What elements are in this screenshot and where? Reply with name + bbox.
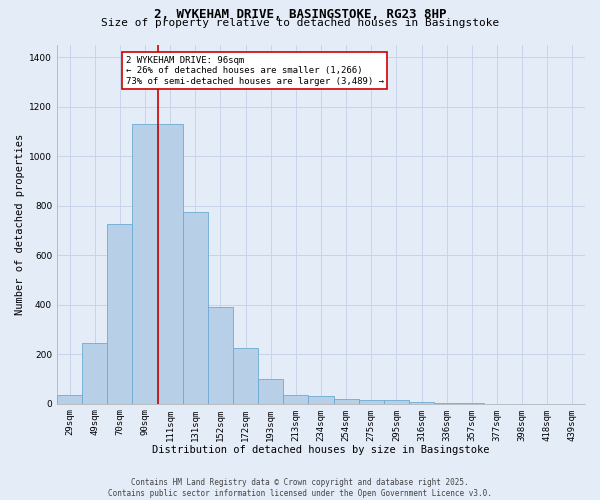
Bar (359, 400, 384, 404)
Bar (133, 124, 158, 404)
Y-axis label: Number of detached properties: Number of detached properties (15, 134, 25, 315)
Text: Size of property relative to detached houses in Basingstoke: Size of property relative to detached ho… (101, 18, 499, 28)
Text: Contains HM Land Registry data © Crown copyright and database right 2025.
Contai: Contains HM Land Registry data © Crown c… (108, 478, 492, 498)
Bar (57, 395, 82, 404)
Bar (283, 395, 308, 404)
Bar (409, 402, 434, 404)
Bar (208, 307, 233, 404)
Text: 2 WYKEHAM DRIVE: 96sqm
← 26% of detached houses are smaller (1,266)
73% of semi-: 2 WYKEHAM DRIVE: 96sqm ← 26% of detached… (125, 56, 383, 86)
Text: 2, WYKEHAM DRIVE, BASINGSTOKE, RG23 8HP: 2, WYKEHAM DRIVE, BASINGSTOKE, RG23 8HP (154, 8, 446, 20)
Bar (158, 124, 183, 404)
Bar (258, 379, 283, 404)
Bar (334, 399, 359, 404)
Bar (233, 348, 258, 404)
Bar (107, 224, 133, 404)
Bar (384, 400, 409, 404)
Bar (82, 343, 107, 404)
Bar (183, 212, 208, 404)
X-axis label: Distribution of detached houses by size in Basingstoke: Distribution of detached houses by size … (152, 445, 490, 455)
Bar (308, 396, 334, 404)
